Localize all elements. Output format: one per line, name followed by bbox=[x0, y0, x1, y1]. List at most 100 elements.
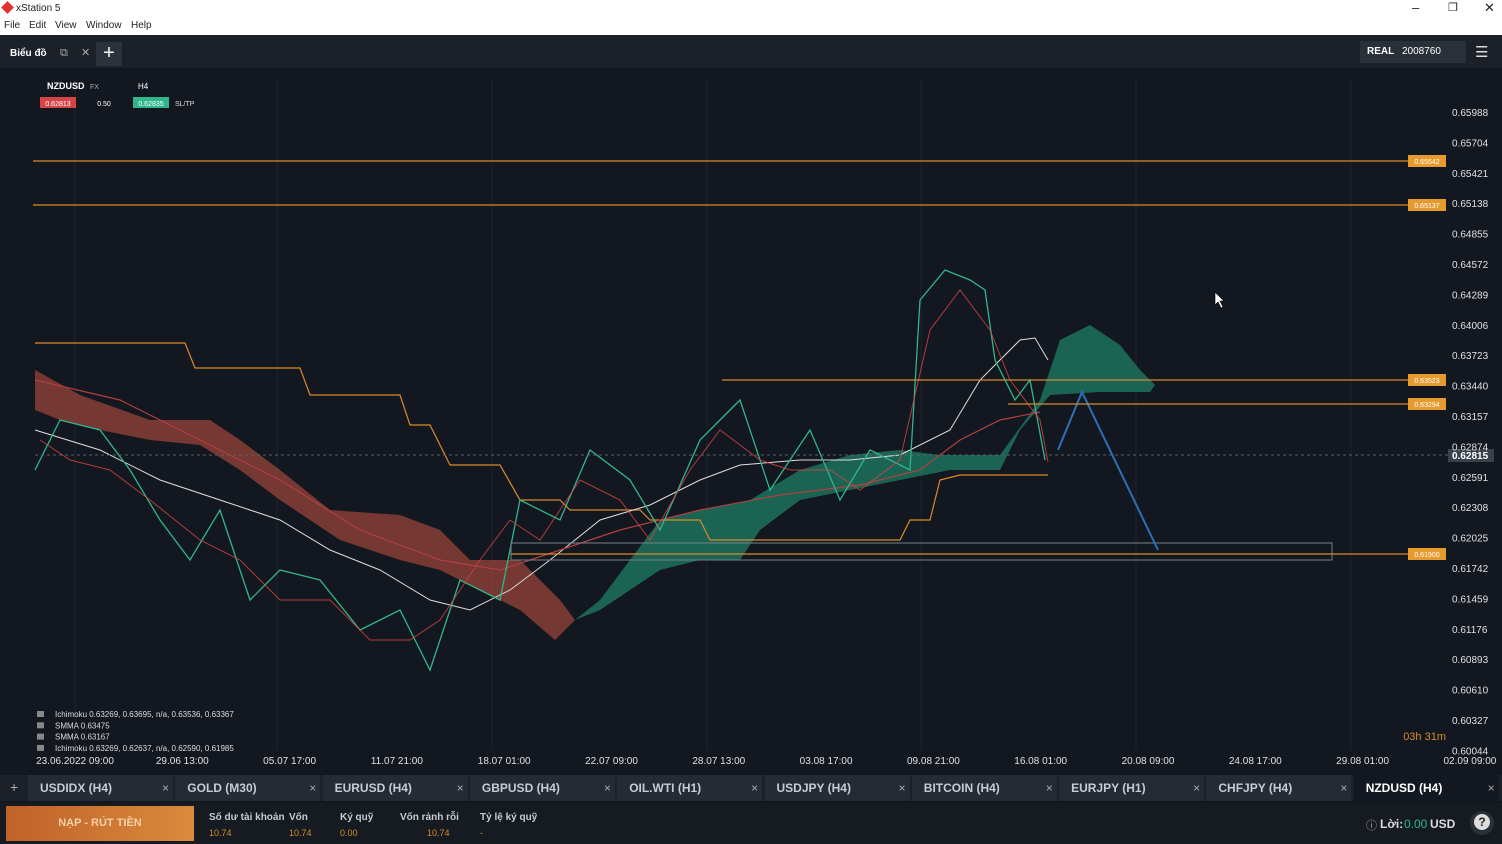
tab-label: USDJPY (H4) bbox=[776, 781, 851, 795]
symbol: NZDUSD bbox=[47, 81, 85, 91]
price-label: 0.64572 bbox=[1452, 260, 1489, 271]
stat-label: Tỷ lệ ký quỹ bbox=[480, 812, 538, 823]
add-tab[interactable]: + bbox=[10, 779, 19, 795]
chart-menu[interactable]: Biểu đồ bbox=[10, 48, 47, 59]
level-tag bbox=[1408, 374, 1446, 386]
date-label: 22.07 09:00 bbox=[585, 756, 638, 767]
menu-item[interactable]: Edit bbox=[29, 20, 47, 31]
tab[interactable]: GBPUSD (H4) × bbox=[469, 775, 615, 801]
level-label: 0.65542 bbox=[1414, 159, 1439, 166]
tab-close[interactable]: × bbox=[603, 781, 611, 795]
price-path bbox=[34, 269, 1046, 672]
menu-item[interactable]: View bbox=[55, 20, 77, 31]
help-box[interactable]: ? bbox=[1470, 811, 1494, 835]
stat-label: Ký quỹ bbox=[340, 812, 374, 823]
account-id: 2008760 bbox=[1402, 46, 1441, 57]
price-label: 0.62874 bbox=[1452, 442, 1489, 453]
tab-close[interactable]: × bbox=[1487, 781, 1495, 795]
maximize[interactable]: ❐ bbox=[1448, 2, 1458, 14]
tab[interactable]: BITCOIN (H4) × bbox=[911, 775, 1057, 801]
minimize[interactable]: – bbox=[1412, 0, 1420, 15]
close-chart[interactable]: ✕ bbox=[81, 47, 91, 59]
price-label: 0.64006 bbox=[1452, 321, 1489, 332]
grid bbox=[74, 80, 1352, 750]
tab-label: GBPUSD (H4) bbox=[481, 781, 560, 795]
date-label: 16.08 01:00 bbox=[1014, 756, 1067, 767]
account-type: REAL bbox=[1367, 46, 1395, 57]
title-bar: xStation 5 – ❐ ✕ bbox=[0, 0, 1502, 17]
date-label: 11.07 21:00 bbox=[371, 756, 424, 767]
volume: 0.50 bbox=[97, 101, 111, 108]
account-box[interactable]: REAL 2008760 bbox=[1360, 41, 1466, 63]
stat-label: Số dư tài khoản bbox=[209, 812, 285, 823]
indicator: SMMA 0.63167 bbox=[55, 733, 110, 742]
price-label: 0.60893 bbox=[1452, 655, 1489, 666]
deposit-button[interactable]: NẠP - RÚT TIỀN bbox=[6, 806, 194, 841]
chart-bg bbox=[0, 68, 1502, 774]
add-chart[interactable]: + bbox=[96, 42, 122, 66]
tab-close[interactable]: × bbox=[456, 781, 464, 795]
tab-label: NZDUSD (H4) bbox=[1365, 781, 1443, 795]
tab-close[interactable]: × bbox=[1193, 781, 1201, 795]
tab-label: EURJPY (H1) bbox=[1071, 781, 1146, 795]
tab-label: BITCOIN (H4) bbox=[923, 781, 1000, 795]
tab-close[interactable]: × bbox=[1340, 781, 1348, 795]
hamburger-menu[interactable]: ☰ bbox=[1475, 44, 1489, 61]
date-label: 23.06.2022 09:00 bbox=[36, 756, 114, 767]
level-tag bbox=[1408, 548, 1446, 560]
level-label: 0.65137 bbox=[1414, 203, 1439, 210]
tab-close[interactable]: × bbox=[898, 781, 906, 795]
detach[interactable]: ⧉ bbox=[60, 47, 68, 59]
menu-item[interactable]: Window bbox=[86, 20, 122, 31]
tab[interactable]: EURJPY (H1) × bbox=[1059, 775, 1205, 801]
projection-line bbox=[1057, 389, 1159, 551]
tab-label: OIL.WTI (H1) bbox=[629, 781, 702, 795]
tab[interactable]: GOLD (M30) × bbox=[175, 775, 321, 801]
stat-label: Vốn bbox=[289, 812, 308, 823]
stat-label: Vốn rảnh rỗi bbox=[400, 812, 459, 823]
tab[interactable]: OIL.WTI (H1) × bbox=[617, 775, 763, 801]
tab[interactable]: NZDUSD (H4) × bbox=[1353, 775, 1499, 801]
price-label: 0.63440 bbox=[1452, 382, 1489, 393]
tab-close[interactable]: × bbox=[161, 781, 169, 795]
tab-close[interactable]: × bbox=[751, 781, 759, 795]
price-label: 0.65988 bbox=[1452, 108, 1489, 119]
date-label: 20.08 09:00 bbox=[1122, 756, 1175, 767]
date-label: 09.08 21:00 bbox=[907, 756, 960, 767]
price-label: 0.60327 bbox=[1452, 716, 1489, 727]
footer: NẠP - RÚT TIỀN ? Số dư tài khoản 10.74 Vốn… bbox=[0, 803, 1502, 844]
toolbar: Biểu đồ ⧉ ✕ + REAL 2008760 ☰ bbox=[0, 35, 1502, 68]
tab[interactable]: CHFJPY (H4) × bbox=[1206, 775, 1352, 801]
menu-item[interactable]: Help bbox=[131, 20, 152, 31]
tab[interactable]: EURUSD (H4) × bbox=[322, 775, 468, 801]
profit-value: 0.00 bbox=[1404, 817, 1428, 831]
market: FX bbox=[90, 84, 99, 91]
bid-box[interactable] bbox=[40, 97, 76, 108]
tab-label: GOLD (M30) bbox=[187, 781, 257, 795]
indicator: SMMA 0.63475 bbox=[55, 721, 110, 730]
tab-close[interactable]: × bbox=[309, 781, 317, 795]
zone-rect bbox=[510, 542, 1333, 561]
price-path-red bbox=[39, 289, 1049, 641]
tab-close[interactable]: × bbox=[1045, 781, 1053, 795]
app-icon bbox=[1, 1, 14, 14]
indicator: Ichimoku 0.63269, 0.63695, n/a, 0.63536,… bbox=[55, 710, 234, 719]
countdown: 03h 31m bbox=[1403, 731, 1446, 743]
price-label: 0.64289 bbox=[1452, 290, 1489, 301]
tab[interactable]: USDJPY (H4) × bbox=[764, 775, 910, 801]
ask-box[interactable] bbox=[133, 97, 169, 108]
tab[interactable]: USDIDX (H4) × bbox=[28, 775, 173, 801]
close[interactable]: ✕ bbox=[1484, 0, 1495, 15]
menu-bar: File Edit View Window Help bbox=[0, 17, 1502, 35]
profit-label: Lời: bbox=[1380, 817, 1404, 831]
price-label: 0.65421 bbox=[1452, 169, 1489, 180]
date-label: 03.08 17:00 bbox=[800, 756, 853, 767]
price-label: 0.61459 bbox=[1452, 594, 1489, 605]
tab-label: CHFJPY (H4) bbox=[1218, 781, 1293, 795]
menu-item[interactable]: File bbox=[4, 20, 21, 31]
level-label: 0.61900 bbox=[1414, 552, 1439, 559]
price-label: 0.65704 bbox=[1452, 138, 1489, 149]
cloud-bullish bbox=[575, 325, 1155, 620]
